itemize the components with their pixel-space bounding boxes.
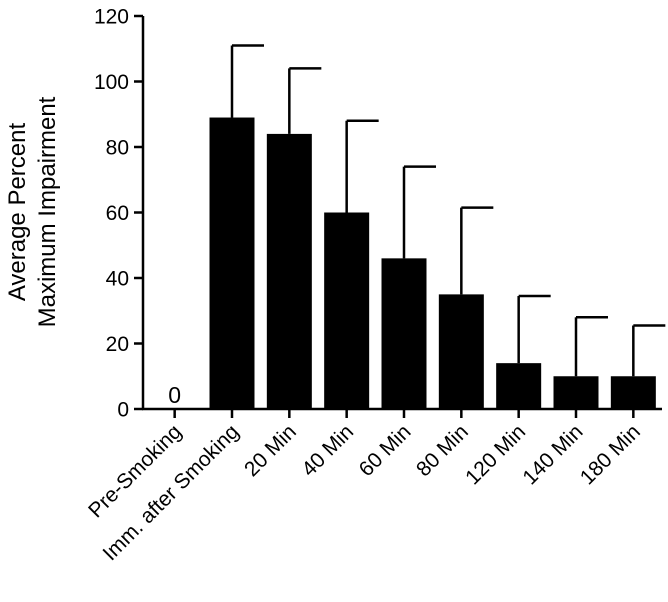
bar: [553, 376, 599, 409]
y-tick-label: 40: [106, 268, 129, 291]
bar: [496, 363, 542, 409]
x-tick-label: 40 Min: [297, 420, 358, 481]
y-tick-label: 0: [117, 399, 129, 422]
x-tick-label: 20 Min: [240, 420, 301, 481]
x-tick-label: 180 Min: [576, 420, 645, 489]
x-tick-label: 60 Min: [355, 420, 416, 481]
y-axis-title: Average Percent Maximum Impairment: [4, 96, 61, 327]
y-tick-label: 100: [94, 71, 129, 94]
bars: [209, 117, 656, 410]
bar: [381, 258, 427, 409]
x-tick-label: 140 Min: [518, 420, 587, 489]
y-tick-label: 120: [94, 6, 129, 29]
y-tick-label: 80: [106, 137, 129, 160]
y-axis-title-line: Maximum Impairment: [34, 96, 61, 327]
value-label: 0: [168, 382, 181, 408]
bar: [266, 133, 312, 409]
x-tick-label: 120 Min: [461, 420, 530, 489]
value-labels: 0: [168, 382, 181, 408]
y-axis: 0 20 40 60 80 100 120: [94, 6, 145, 422]
bar: [209, 117, 255, 410]
bar: [438, 294, 484, 409]
bar: [610, 376, 656, 409]
y-tick-label: 20: [106, 333, 129, 356]
y-tick-label: 60: [106, 202, 129, 225]
y-axis-title-line: Average Percent: [4, 123, 31, 302]
bar: [324, 212, 370, 409]
error-bars: [230, 44, 666, 377]
x-axis: [142, 407, 662, 418]
